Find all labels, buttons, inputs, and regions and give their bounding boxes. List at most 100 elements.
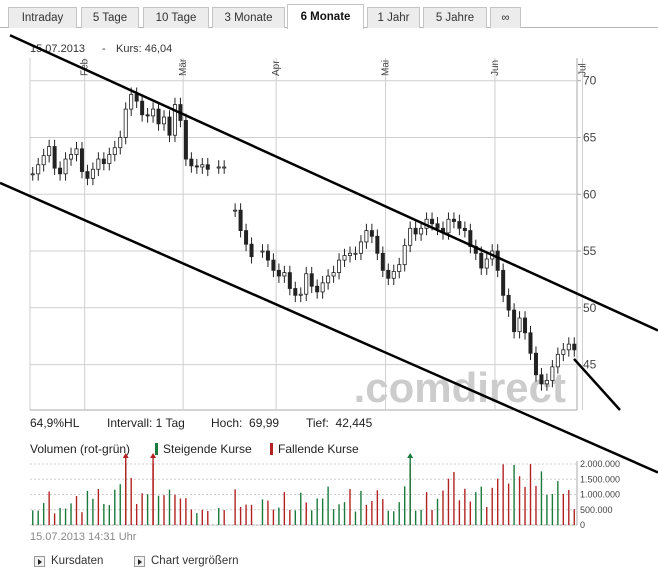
arrow-right-icon bbox=[134, 555, 145, 567]
candle bbox=[36, 157, 41, 181]
tab-3-monate[interactable]: 3 Monate bbox=[212, 7, 285, 28]
candle bbox=[326, 269, 331, 290]
candle bbox=[353, 246, 358, 261]
candle bbox=[156, 102, 161, 131]
rising-swatch bbox=[155, 443, 158, 455]
tab-5-tage[interactable]: 5 Tage bbox=[81, 7, 139, 28]
price-tick-label: 60 bbox=[583, 187, 597, 201]
candle bbox=[96, 152, 101, 177]
volume-tick-label: 0 bbox=[580, 520, 585, 530]
candle bbox=[347, 246, 352, 263]
candle bbox=[419, 221, 424, 241]
kursdaten-label: Kursdaten bbox=[51, 555, 104, 567]
volume-axis-ticks: 2.000.000 1.500.000 1.000.000 500.000 0 bbox=[30, 459, 620, 530]
candle bbox=[282, 265, 287, 283]
candle bbox=[309, 266, 314, 294]
candle bbox=[265, 244, 270, 267]
candle bbox=[41, 148, 46, 172]
stat-hl: 64,9%HL bbox=[30, 416, 80, 430]
trend-channel-lines bbox=[0, 34, 658, 474]
candle bbox=[320, 276, 325, 299]
timeframe-tab-bar: Intraday 5 Tage 10 Tage 3 Monate 6 Monat… bbox=[0, 0, 658, 29]
candle bbox=[358, 235, 363, 261]
month-label: Apr bbox=[271, 60, 282, 76]
candle bbox=[501, 263, 506, 303]
candle bbox=[222, 160, 227, 174]
candle bbox=[402, 238, 407, 272]
candle bbox=[189, 152, 194, 173]
price-tick-label: 70 bbox=[583, 74, 597, 88]
candle bbox=[337, 253, 342, 280]
volume-overflow-marker bbox=[407, 453, 414, 458]
month-axis-labels: Feb Mär Apr Mai Jun Jul bbox=[80, 58, 589, 76]
price-axis-ticks: 70 65 60 55 50 45 bbox=[583, 74, 597, 372]
candle bbox=[539, 367, 544, 391]
candle bbox=[566, 337, 571, 357]
candle bbox=[369, 223, 374, 244]
candle bbox=[451, 212, 456, 229]
stat-hoch: Hoch: 69,99 bbox=[211, 416, 279, 430]
candle bbox=[134, 87, 139, 108]
chart-vergroessern-link[interactable]: Chart vergrößern bbox=[134, 555, 239, 567]
tab-1-jahr[interactable]: 1 Jahr bbox=[367, 7, 420, 28]
month-label: Feb bbox=[80, 58, 91, 76]
candle bbox=[533, 346, 538, 382]
candle bbox=[555, 347, 560, 374]
kursdaten-link[interactable]: Kursdaten bbox=[34, 555, 103, 567]
tab-intraday[interactable]: Intraday bbox=[8, 7, 77, 28]
candle bbox=[90, 162, 95, 186]
chart-vergroessern-label: Chart vergrößern bbox=[151, 555, 239, 567]
month-label: Mär bbox=[178, 58, 189, 76]
candle bbox=[342, 248, 347, 267]
candle bbox=[397, 257, 402, 279]
candle bbox=[183, 113, 188, 166]
month-label: Jul bbox=[577, 63, 588, 76]
candle bbox=[561, 343, 566, 362]
candle bbox=[244, 223, 249, 252]
candle bbox=[462, 221, 467, 238]
candle bbox=[271, 253, 276, 278]
candle bbox=[167, 110, 172, 143]
candle bbox=[172, 97, 177, 143]
month-label: Mai bbox=[381, 60, 392, 76]
candle bbox=[523, 311, 528, 340]
candle bbox=[85, 164, 90, 186]
volume-tick-label: 500.000 bbox=[580, 505, 613, 515]
candle bbox=[517, 311, 522, 339]
tab-6-monate[interactable]: 6 Monate bbox=[287, 4, 364, 29]
volume-tick-label: 2.000.000 bbox=[580, 459, 620, 469]
candle bbox=[140, 94, 145, 122]
tab-5-jahre[interactable]: 5 Jahre bbox=[423, 7, 487, 28]
candle bbox=[249, 237, 254, 264]
price-tick-label: 65 bbox=[583, 130, 597, 144]
candle bbox=[380, 246, 385, 278]
candle bbox=[435, 216, 440, 236]
candle bbox=[484, 252, 489, 275]
tab-10-tage[interactable]: 10 Tage bbox=[143, 7, 209, 28]
volume-bars bbox=[32, 463, 575, 525]
volume-overflow-marker bbox=[150, 453, 157, 458]
candle bbox=[298, 287, 303, 303]
candle bbox=[162, 110, 167, 131]
candle bbox=[506, 288, 511, 317]
falling-swatch bbox=[270, 443, 273, 455]
candle bbox=[276, 263, 281, 283]
candle bbox=[238, 203, 243, 238]
volume-overflow-marker bbox=[122, 453, 129, 458]
candle bbox=[572, 337, 577, 357]
stock-chart: Feb Mär Apr Mai Jun Jul 70 65 60 55 50 45 .comdire… bbox=[0, 34, 658, 543]
candle bbox=[473, 239, 478, 261]
candle bbox=[52, 139, 57, 175]
candle bbox=[101, 152, 106, 171]
candle bbox=[58, 161, 63, 181]
candle bbox=[47, 139, 52, 163]
candle bbox=[391, 264, 396, 286]
chart-grid bbox=[29, 58, 583, 411]
candle bbox=[550, 360, 555, 388]
candle bbox=[205, 157, 210, 177]
volume-tick-label: 1.500.000 bbox=[580, 474, 620, 484]
stat-intervall: Intervall: 1 Tag bbox=[107, 416, 185, 430]
upper-trend-line bbox=[9, 34, 658, 332]
tab-all-time[interactable]: ∞ bbox=[490, 7, 521, 28]
candle bbox=[386, 263, 391, 286]
